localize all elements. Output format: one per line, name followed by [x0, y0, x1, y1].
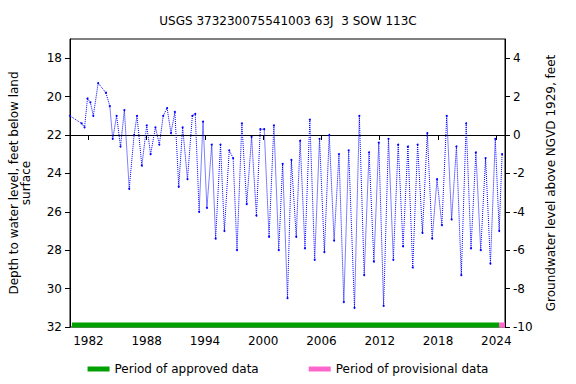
svg-text:30: 30 — [47, 282, 62, 296]
svg-text:Depth to water level, feet bel: Depth to water level, feet below land — [7, 71, 21, 295]
svg-text:2: 2 — [513, 90, 521, 104]
svg-text:2024: 2024 — [481, 334, 512, 348]
svg-text:24: 24 — [47, 166, 62, 180]
svg-text:2018: 2018 — [423, 334, 454, 348]
svg-text:-4: -4 — [513, 205, 525, 219]
svg-text:USGS 373230075541003 63J 3 SO: USGS 373230075541003 63J 3 SOW 113C — [159, 14, 416, 28]
svg-text:-10: -10 — [513, 320, 533, 334]
svg-text:-6: -6 — [513, 243, 525, 257]
svg-text:1982: 1982 — [73, 334, 104, 348]
svg-text:22: 22 — [47, 128, 62, 142]
svg-text:2000: 2000 — [248, 334, 279, 348]
svg-text:4: 4 — [513, 51, 521, 65]
svg-text:Period of approved data: Period of approved data — [115, 362, 259, 376]
svg-text:2006: 2006 — [306, 334, 337, 348]
svg-text:Period of provisional data: Period of provisional data — [336, 362, 489, 376]
svg-text:26: 26 — [47, 205, 62, 219]
svg-text:surface: surface — [19, 161, 33, 205]
svg-text:-8: -8 — [513, 282, 525, 296]
svg-text:1988: 1988 — [131, 334, 162, 348]
svg-text:18: 18 — [47, 51, 62, 65]
svg-text:20: 20 — [47, 90, 62, 104]
svg-text:0: 0 — [513, 128, 521, 142]
svg-text:32: 32 — [47, 320, 62, 334]
svg-text:28: 28 — [47, 243, 62, 257]
svg-text:Groundwater level above NGVD 1: Groundwater level above NGVD 1929, feet — [544, 54, 558, 311]
svg-text:-2: -2 — [513, 166, 525, 180]
svg-text:2012: 2012 — [364, 334, 395, 348]
svg-text:1994: 1994 — [190, 334, 221, 348]
